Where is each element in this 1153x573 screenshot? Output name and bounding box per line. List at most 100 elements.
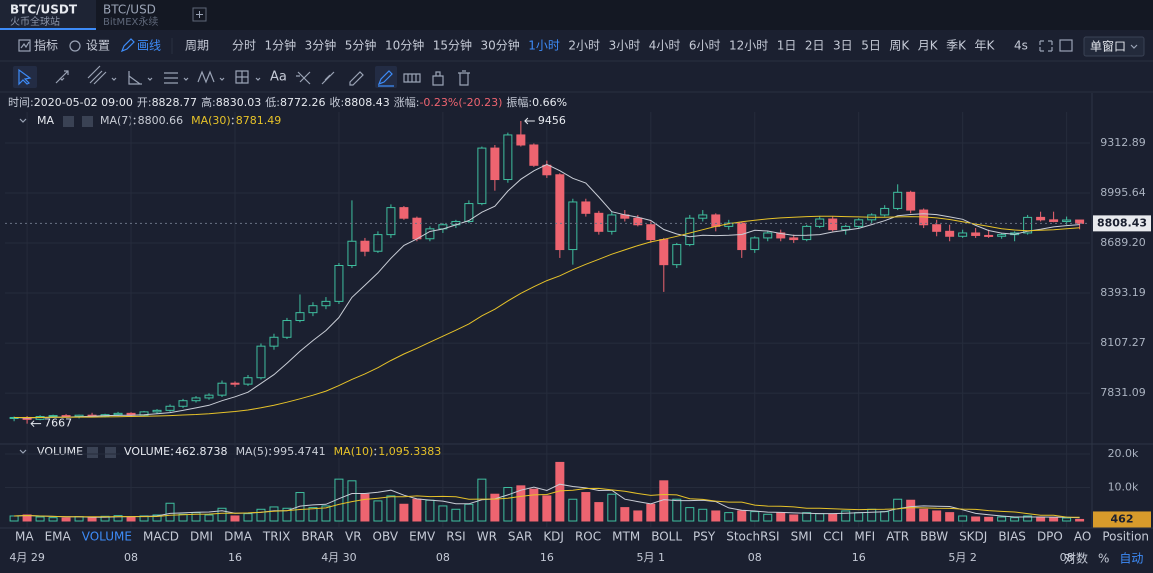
period-button[interactable]: 月K — [918, 39, 939, 53]
indicator-tab[interactable]: BBW — [920, 530, 948, 544]
indicator-tab[interactable]: SKDJ — [959, 530, 987, 544]
magnet-tool[interactable] — [296, 71, 311, 85]
ma-line — [14, 487, 1080, 518]
indicator-tab[interactable]: ROC — [575, 530, 601, 544]
candle-body — [750, 237, 760, 251]
settings-button[interactable] — [63, 116, 74, 127]
tool-button[interactable]: 指标 — [34, 38, 58, 53]
volume-bar — [672, 498, 682, 522]
indicator-tab[interactable]: EMV — [409, 530, 436, 544]
period-button[interactable]: 3小时 — [609, 39, 641, 53]
indicator-tab[interactable]: Position — [1102, 530, 1149, 544]
tab-title[interactable]: BTC/USD — [103, 3, 156, 17]
period-button[interactable]: 3分钟 — [305, 38, 337, 53]
indicator-tab[interactable]: SMI — [791, 530, 813, 544]
candle-body — [386, 207, 396, 236]
measure-tool[interactable] — [235, 70, 249, 84]
eraser-tool[interactable] — [349, 71, 364, 86]
indicator-tab[interactable]: DPO — [1037, 530, 1063, 544]
period-button[interactable]: 4小时 — [649, 39, 681, 53]
period-button[interactable]: 10分钟 — [385, 38, 424, 53]
indicator-tab[interactable]: CCI — [823, 530, 843, 544]
period-button[interactable]: 2小时 — [568, 39, 600, 53]
tool-button[interactable]: 画线 — [137, 39, 161, 53]
continuous-draw-tool[interactable] — [377, 70, 394, 87]
period-button[interactable]: 分时 — [232, 39, 256, 53]
indicator-tab[interactable]: WR — [477, 530, 497, 544]
indicator-tab[interactable]: BOLL — [651, 530, 682, 544]
angle-tool[interactable] — [128, 71, 142, 85]
indicator-tab[interactable]: StochRSI — [726, 530, 779, 544]
settings-icon[interactable] — [69, 40, 81, 52]
period-button[interactable]: 季K — [946, 39, 967, 53]
wave-tool[interactable] — [197, 70, 215, 84]
settings-button[interactable] — [87, 447, 98, 458]
period-button[interactable]: 5日 — [861, 39, 881, 53]
axis-option[interactable]: % — [1098, 552, 1109, 566]
lock-tool[interactable] — [432, 71, 444, 86]
period-button[interactable]: 30分钟 — [481, 38, 520, 53]
indicator-tab[interactable]: DMA — [224, 530, 253, 544]
period-button[interactable]: 1小时 — [528, 39, 560, 53]
close-button[interactable] — [105, 447, 116, 458]
period-button[interactable]: 15分钟 — [433, 38, 472, 53]
indicator-tab[interactable]: MACD — [143, 530, 179, 544]
period-button[interactable]: 1日 — [777, 39, 797, 53]
indicator-tab[interactable]: MA — [15, 530, 34, 544]
indicator-tab[interactable]: OBV — [373, 530, 399, 544]
indicator-tab[interactable]: MTM — [612, 530, 640, 544]
indicator-tab[interactable]: BRAR — [301, 530, 334, 544]
indicator-tab[interactable]: MFI — [854, 530, 875, 544]
period-button[interactable]: 周K — [889, 39, 910, 53]
window-select[interactable] — [1083, 36, 1145, 57]
indicator-tab[interactable]: AO — [1074, 530, 1091, 544]
refresh-interval[interactable]: 4s — [1014, 39, 1028, 53]
indicator-tab[interactable]: VOLUME — [82, 530, 132, 544]
ruler-tool[interactable] — [321, 71, 335, 85]
indicator-tab[interactable]: DMI — [190, 530, 213, 544]
window-mode[interactable]: 单窗口 — [1090, 40, 1126, 54]
indicator-tab[interactable]: RSI — [446, 530, 466, 544]
tab-bar — [0, 0, 1153, 30]
candle-body — [1062, 219, 1072, 222]
indicator-tab[interactable]: VR — [345, 530, 362, 544]
axis-option[interactable]: 对数 — [1064, 551, 1088, 566]
channel-tool[interactable] — [87, 65, 107, 85]
indicator-tab[interactable]: TRIX — [262, 530, 290, 544]
active-tab[interactable] — [0, 0, 96, 30]
volume-bar — [126, 516, 136, 522]
text-tool[interactable]: Aa — [270, 70, 287, 85]
volume-bar — [217, 507, 227, 522]
collapse-caret[interactable] — [19, 118, 27, 123]
indicator-tab[interactable]: PSY — [693, 530, 716, 544]
indicator-tab[interactable]: EMA — [45, 530, 72, 544]
period-button[interactable]: 5分钟 — [345, 38, 377, 53]
fullscreen-icon[interactable] — [1039, 40, 1053, 52]
tab-title[interactable]: BTC/USDT — [10, 3, 78, 17]
period-button[interactable]: 1分钟 — [265, 38, 297, 53]
volume-bar — [1062, 517, 1072, 522]
line-tool[interactable] — [55, 70, 69, 84]
indicator-tab[interactable]: ATR — [886, 530, 909, 544]
period-button[interactable]: 12小时 — [729, 39, 768, 53]
indicator-tab[interactable]: SAR — [508, 530, 532, 544]
period-button[interactable]: 6小时 — [689, 39, 721, 53]
period-button[interactable]: 年K — [974, 39, 995, 53]
period-button[interactable]: 2日 — [805, 39, 825, 53]
tool-button[interactable]: 设置 — [86, 39, 110, 53]
axis-option[interactable]: 自动 — [1119, 552, 1143, 566]
indicator-tab[interactable]: BIAS — [998, 530, 1026, 544]
indicator-icon[interactable] — [18, 39, 31, 52]
indicator-tab[interactable]: KDJ — [543, 530, 564, 544]
add-tab-button[interactable] — [192, 7, 207, 22]
close-button[interactable] — [82, 116, 93, 127]
collapse-caret[interactable] — [19, 449, 27, 454]
cursor-tool[interactable] — [18, 68, 32, 86]
add-tab-box[interactable] — [192, 7, 207, 22]
fib-tool[interactable] — [164, 72, 178, 84]
snapshot-icon[interactable] — [1059, 39, 1073, 52]
delete-tool[interactable] — [458, 70, 470, 86]
draw-icon[interactable] — [120, 38, 135, 53]
period-button[interactable]: 3日 — [833, 39, 853, 53]
template-tool[interactable] — [403, 73, 421, 83]
